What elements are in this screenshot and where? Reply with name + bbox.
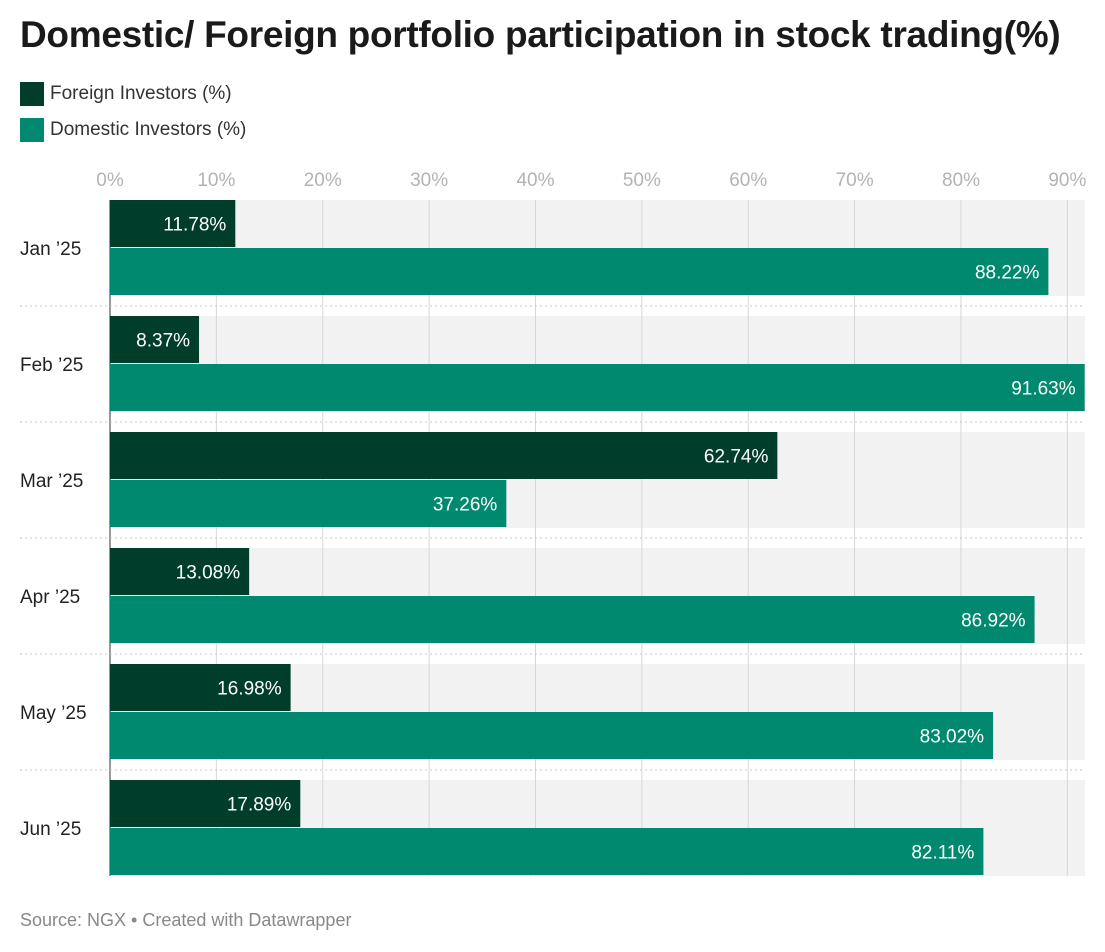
category-label: Apr ’25 [20, 587, 80, 608]
domestic-bar [110, 712, 994, 759]
foreign-data-label: 16.98% [217, 679, 282, 700]
foreign-data-label: 17.89% [227, 795, 292, 816]
domestic-bar [110, 480, 507, 527]
x-tick-label: 30% [410, 170, 448, 191]
category-label: May ’25 [20, 703, 87, 724]
domestic-data-label: 37.26% [433, 495, 498, 516]
x-tick-label: 90% [1048, 170, 1086, 191]
legend-label-foreign: Foreign Investors (%) [50, 83, 232, 104]
foreign-bar [110, 316, 200, 363]
x-tick-label: 70% [836, 170, 874, 191]
source-note: Source: NGX • Created with Datawrapper [20, 910, 352, 930]
domestic-bar [110, 364, 1085, 411]
domestic-bar [110, 596, 1035, 643]
x-tick-label: 40% [516, 170, 554, 191]
x-tick-label: 0% [96, 170, 124, 191]
category-label: Jun ’25 [20, 819, 81, 840]
foreign-data-label: 62.74% [704, 447, 769, 468]
x-tick-label: 80% [942, 170, 980, 191]
legend-swatch-domestic [20, 118, 44, 142]
domestic-data-label: 88.22% [975, 263, 1040, 284]
legend-item-foreign: Foreign Investors (%) [20, 82, 246, 106]
legend-swatch-foreign [20, 82, 44, 106]
domestic-data-label: 82.11% [911, 843, 974, 864]
category-label: Feb ’25 [20, 355, 83, 376]
foreign-data-label: 11.78% [163, 215, 226, 236]
foreign-bar [110, 200, 236, 247]
foreign-bar [110, 432, 778, 479]
foreign-data-label: 8.37% [136, 331, 190, 352]
category-label: Jan ’25 [20, 239, 81, 260]
foreign-data-label: 13.08% [176, 563, 241, 584]
domestic-data-label: 86.92% [961, 611, 1026, 632]
domestic-data-label: 83.02% [920, 727, 985, 748]
chart-title: Domestic/ Foreign portfolio participatio… [20, 14, 1061, 55]
foreign-bar [110, 548, 250, 595]
legend: Foreign Investors (%) Domestic Investors… [20, 82, 246, 154]
category-label: Mar ’25 [20, 471, 83, 492]
foreign-bar [110, 780, 301, 827]
foreign-bar [110, 664, 291, 711]
legend-item-domestic: Domestic Investors (%) [20, 118, 246, 142]
domestic-data-label: 91.63% [1011, 379, 1076, 400]
legend-label-domestic: Domestic Investors (%) [50, 119, 247, 140]
domestic-bar [110, 248, 1049, 295]
x-tick-label: 10% [197, 170, 235, 191]
x-tick-label: 20% [304, 170, 342, 191]
x-tick-label: 50% [623, 170, 661, 191]
bar-chart: 0% 10% 20% 30% 40% 50% 60% 70% 80% 90% Jan ’25 11.7… [20, 170, 1086, 876]
domestic-bar [110, 828, 984, 875]
x-tick-label: 60% [729, 170, 767, 191]
